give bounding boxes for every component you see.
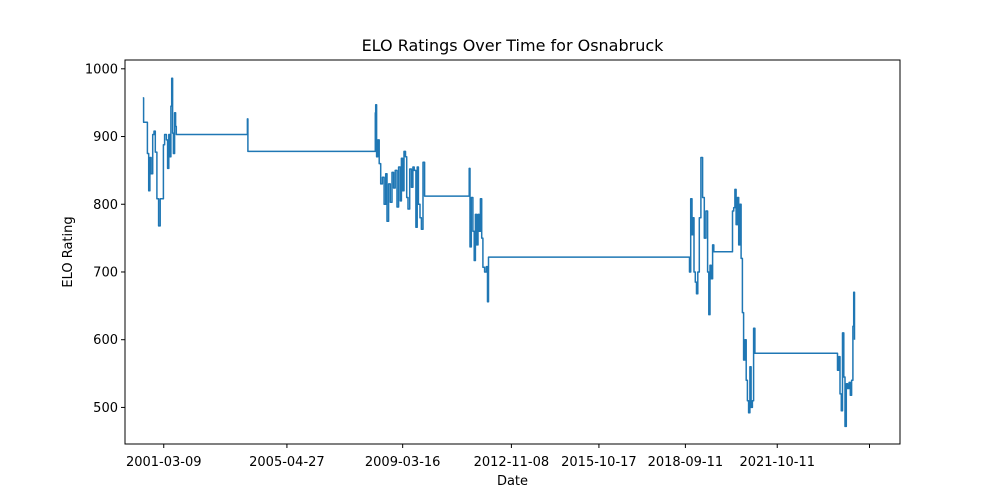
chart-title: ELO Ratings Over Time for Osnabruck: [362, 36, 665, 55]
x-tick-label: 2018-09-11: [648, 455, 724, 470]
y-tick-label: 800: [93, 198, 118, 213]
x-axis-label: Date: [497, 474, 528, 489]
y-tick-label: 500: [93, 401, 118, 416]
x-tick-label: 2005-04-27: [249, 455, 325, 470]
y-tick-label: 600: [93, 333, 118, 348]
y-tick-label: 1000: [85, 62, 118, 77]
series-group: [142, 77, 856, 428]
x-tick-label: 2015-10-17: [561, 455, 637, 470]
x-axis: 2001-03-09 2005-04-27 2009-03-16 2012-11-08…: [126, 444, 870, 470]
x-tick-label: 2021-10-11: [739, 455, 815, 470]
plot-frame: [124, 59, 901, 445]
y-axis-label: ELO Rating: [61, 216, 76, 287]
elo-series-line: [142, 77, 856, 428]
x-tick-label: 2012-11-08: [474, 455, 550, 470]
y-tick-label: 900: [93, 130, 118, 145]
x-tick-label: 2001-03-09: [126, 455, 202, 470]
y-axis: 500 600 700 800 900 1000: [85, 62, 125, 416]
y-tick-label: 700: [93, 265, 118, 280]
x-tick-label: 2009-03-16: [365, 455, 441, 470]
